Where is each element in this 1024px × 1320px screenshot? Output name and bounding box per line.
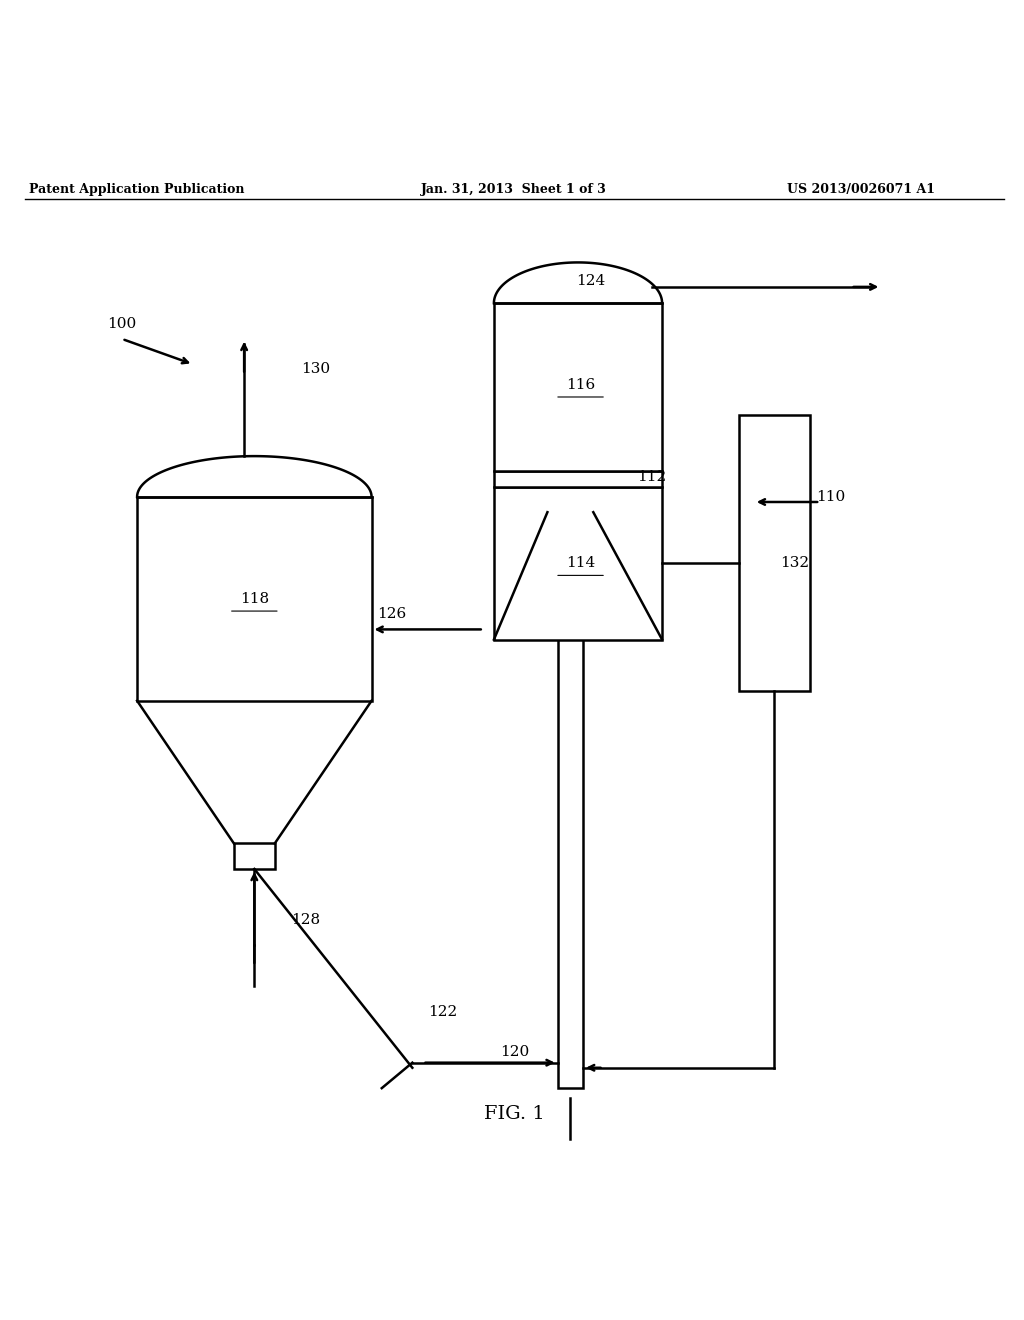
Bar bbox=[738, 416, 810, 690]
Text: 128: 128 bbox=[291, 913, 319, 927]
Bar bbox=[494, 487, 663, 640]
Text: Patent Application Publication: Patent Application Publication bbox=[30, 182, 245, 195]
Text: 100: 100 bbox=[108, 317, 136, 330]
Bar bbox=[494, 304, 663, 471]
Text: 118: 118 bbox=[240, 591, 269, 606]
Text: Jan. 31, 2013  Sheet 1 of 3: Jan. 31, 2013 Sheet 1 of 3 bbox=[422, 182, 607, 195]
Text: US 2013/0026071 A1: US 2013/0026071 A1 bbox=[786, 182, 935, 195]
Bar bbox=[137, 496, 372, 701]
Text: 116: 116 bbox=[566, 378, 595, 392]
Text: 122: 122 bbox=[428, 1005, 458, 1019]
Text: 114: 114 bbox=[566, 556, 595, 570]
Bar bbox=[233, 843, 274, 869]
Text: FIG. 1: FIG. 1 bbox=[484, 1105, 545, 1122]
Text: 130: 130 bbox=[301, 363, 330, 376]
Text: 132: 132 bbox=[780, 556, 809, 570]
Text: 126: 126 bbox=[377, 607, 407, 622]
Text: 120: 120 bbox=[500, 1045, 529, 1060]
Text: 110: 110 bbox=[816, 490, 845, 504]
Text: 124: 124 bbox=[577, 273, 605, 288]
Bar bbox=[494, 471, 663, 487]
Text: 112: 112 bbox=[637, 470, 667, 483]
Bar bbox=[548, 512, 593, 537]
Bar bbox=[558, 528, 583, 1088]
